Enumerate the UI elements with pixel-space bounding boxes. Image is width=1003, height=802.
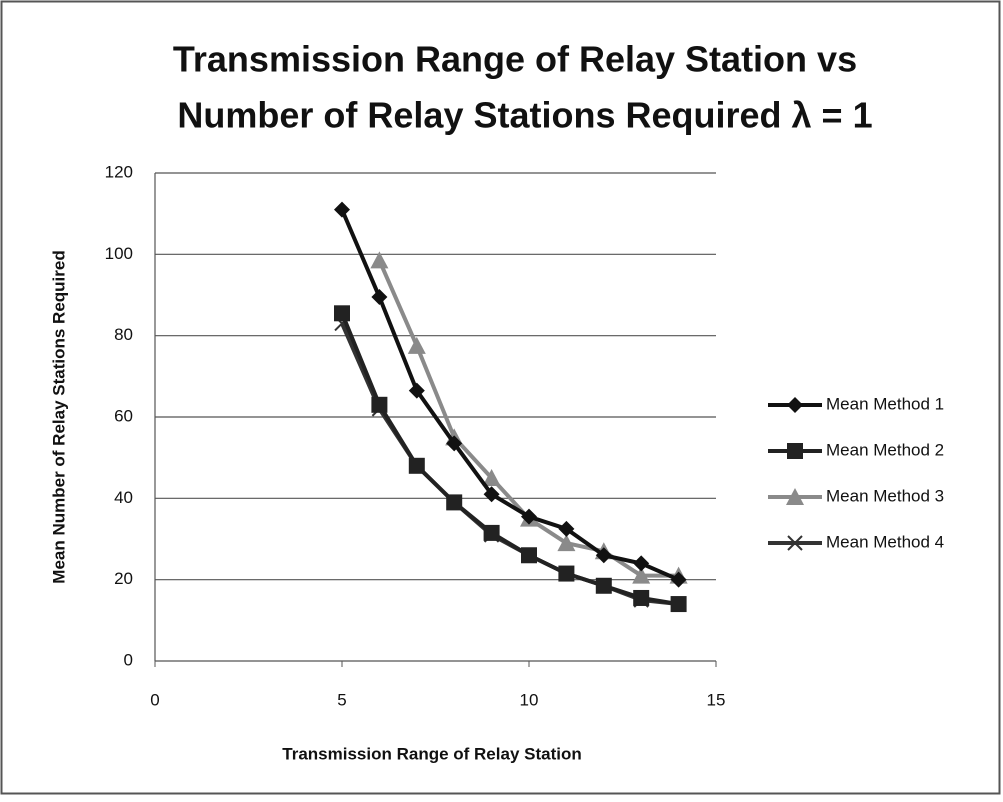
marker [670, 596, 687, 613]
marker [787, 397, 803, 413]
x-tick-label: 15 [707, 690, 726, 709]
x-tick-label: 0 [150, 690, 159, 709]
x-axis-title: Transmission Range of Relay Station [282, 744, 581, 763]
legend-label: Mean Method 4 [826, 532, 944, 551]
marker [334, 201, 350, 218]
marker [633, 589, 650, 606]
marker [334, 305, 350, 322]
marker [558, 565, 575, 582]
marker [670, 571, 687, 588]
marker [408, 457, 425, 474]
series-line [340, 208, 680, 582]
marker [407, 336, 426, 354]
chart-title: Number of Relay Stations Required λ = 1 [177, 95, 872, 136]
y-axis-title: Mean Number of Relay Stations Required [49, 250, 68, 583]
marker [370, 251, 389, 269]
legend-label: Mean Method 1 [826, 394, 944, 413]
series-line [340, 312, 679, 607]
marker [595, 547, 612, 564]
x-tick-label: 10 [520, 690, 539, 709]
y-tick-label: 80 [114, 325, 133, 344]
y-tick-label: 120 [105, 162, 133, 181]
legend-label: Mean Method 2 [826, 440, 944, 459]
marker [482, 469, 501, 486]
chart-title: Transmission Range of Relay Station vs [173, 39, 857, 80]
marker [595, 577, 612, 594]
marker [521, 547, 537, 564]
marker [371, 289, 388, 306]
marker [787, 443, 803, 459]
x-tick-label: 5 [337, 690, 346, 709]
marker [446, 435, 463, 452]
y-tick-label: 20 [114, 569, 133, 588]
marker [632, 566, 651, 584]
marker [371, 396, 388, 413]
marker [408, 382, 425, 399]
y-tick-label: 40 [114, 488, 133, 507]
marker [483, 524, 500, 541]
marker [558, 520, 575, 537]
marker [521, 508, 537, 525]
y-tick-label: 60 [114, 406, 133, 425]
legend-label: Mean Method 3 [826, 486, 944, 505]
y-tick-label: 0 [124, 650, 133, 669]
y-tick-label: 100 [105, 244, 133, 263]
marker [786, 488, 804, 505]
marker [446, 494, 463, 511]
marker [787, 535, 803, 551]
marker [633, 555, 650, 572]
marker [483, 486, 500, 503]
marker [557, 534, 576, 552]
